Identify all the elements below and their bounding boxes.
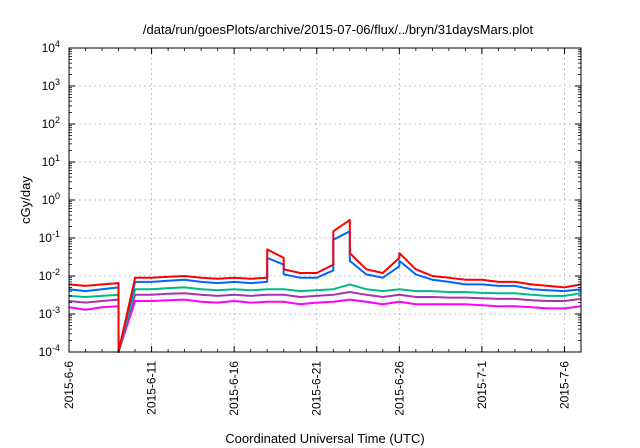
x-tick-label: 2015-6-6 [62, 361, 76, 409]
y-tick-label: 102 [42, 115, 60, 131]
y-tick-label: 10-2 [39, 267, 60, 283]
x-tick-label: 2015-6-21 [310, 361, 324, 416]
x-tick-label: 2015-7-1 [475, 361, 489, 409]
y-tick-label: 104 [42, 39, 60, 55]
y-tick-label: 10-4 [39, 343, 60, 359]
series-line-4 [68, 291, 582, 353]
series-line-5 [68, 298, 582, 353]
series-line-1 [68, 218, 582, 353]
series-line-2 [68, 230, 582, 353]
x-tick-label: 2015-6-11 [145, 361, 159, 415]
y-tick-label: 10-1 [39, 229, 60, 245]
ticks [68, 47, 582, 353]
y-tick-label: 10-3 [39, 305, 60, 321]
x-tick-label: 2015-6-16 [227, 361, 241, 416]
y-tick-label: 101 [42, 153, 60, 169]
y-tick-label: 103 [42, 77, 60, 93]
x-axis-label: Coordinated Universal Time (UTC) [225, 431, 424, 446]
x-tick-label: 2015-6-26 [392, 361, 406, 416]
chart-title: /data/run/goesPlots/archive/2015-07-06/f… [143, 22, 534, 37]
series-group [68, 218, 582, 353]
series-line-3 [68, 283, 582, 353]
grid [69, 48, 581, 352]
y-tick-label: 100 [42, 191, 60, 207]
x-tick-labels: 2015-6-6 2015-6-11 2015-6-16 2015-6-21 2015-… [62, 361, 571, 416]
y-tick-labels: 10-4 10-3 10-2 10-1 100 101 102 103 104 [39, 39, 60, 359]
x-tick-label: 2015-7-6 [557, 361, 571, 409]
y-axis-label: cGy/day [18, 176, 33, 224]
